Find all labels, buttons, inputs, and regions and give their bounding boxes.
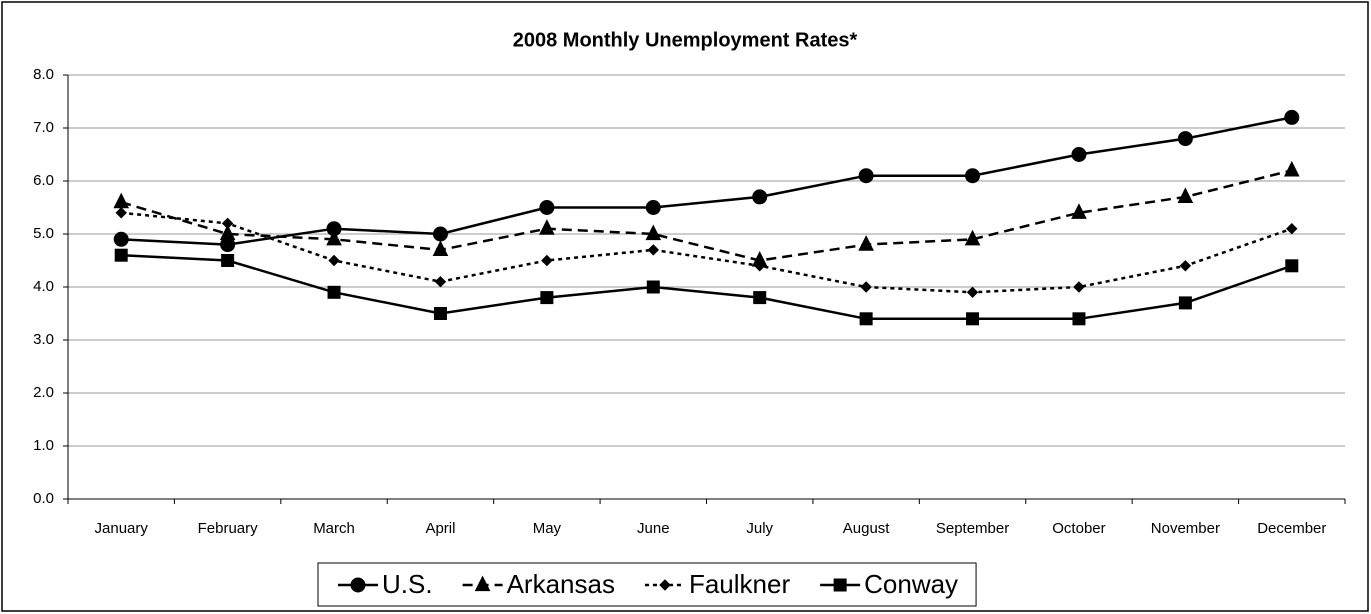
x-tick-label: August [843,520,891,537]
x-tick-label: October [1052,520,1105,537]
marker [860,281,872,293]
marker [433,307,447,320]
legend-label: U.S. [382,569,433,599]
marker [326,229,342,246]
marker [328,254,340,267]
series-line [121,211,1293,294]
legend: U.S. Arkansas Faulkner Conway [317,562,977,607]
marker [1073,281,1085,293]
marker [221,254,235,267]
legend-label: Faulkner [689,569,790,599]
marker [753,291,767,305]
marker [432,226,448,242]
x-tick-label: November [1151,520,1220,537]
x-tick-label: July [746,520,773,537]
legend-label: Conway [864,569,958,599]
marker [752,189,768,205]
y-tick-label: 6.0 [33,172,54,189]
y-tick-label: 8.0 [33,66,54,83]
y-tick-label: 7.0 [33,119,54,136]
marker [858,235,874,251]
marker [965,168,981,184]
x-tick-label: January [95,520,149,537]
marker [113,231,129,247]
marker [1284,109,1300,125]
marker [1286,222,1298,235]
marker [646,280,660,294]
marker [350,577,366,593]
marker [434,275,447,288]
marker [859,312,873,326]
marker [659,579,671,591]
marker [966,312,980,326]
marker [327,285,341,299]
x-tick-label: April [425,520,455,537]
marker [833,578,847,592]
y-tick-label: 4.0 [33,278,54,295]
y-tick-label: 2.0 [33,384,54,401]
series-line [121,116,1293,246]
marker [115,207,127,219]
marker [1177,187,1194,203]
marker [647,244,659,256]
marker [966,286,979,299]
x-tick-label: December [1257,520,1326,537]
marker [1071,203,1087,219]
series-line [120,169,1293,262]
x-tick-label: September [936,520,1009,537]
marker [539,219,555,235]
marker [221,217,234,230]
y-tick-label: 1.0 [33,437,54,454]
marker [114,248,128,262]
x-tick-label: June [637,520,670,537]
y-tick-label: 3.0 [33,331,54,348]
marker [1071,147,1087,162]
marker [1179,260,1192,272]
marker [858,168,874,184]
marker [219,224,236,241]
x-tick-label: May [533,520,562,537]
marker [432,240,449,256]
marker [541,254,553,267]
marker [474,575,491,592]
marker [539,200,555,215]
marker [1283,160,1300,177]
marker [1285,259,1299,273]
marker [1072,312,1086,326]
y-tick-label: 0.0 [33,490,54,507]
marker [964,229,981,246]
legend-label: Arkansas [507,569,615,599]
chart-title: 2008 Monthly Unemployment Rates* [513,29,858,51]
marker [1177,131,1193,147]
y-tick-label: 5.0 [33,225,54,242]
marker [645,200,661,215]
series-line [121,253,1293,321]
marker [754,260,766,272]
x-tick-label: February [198,520,259,537]
marker [645,224,662,241]
x-tick-label: March [313,520,355,537]
marker [1178,296,1192,310]
marker [540,291,554,305]
